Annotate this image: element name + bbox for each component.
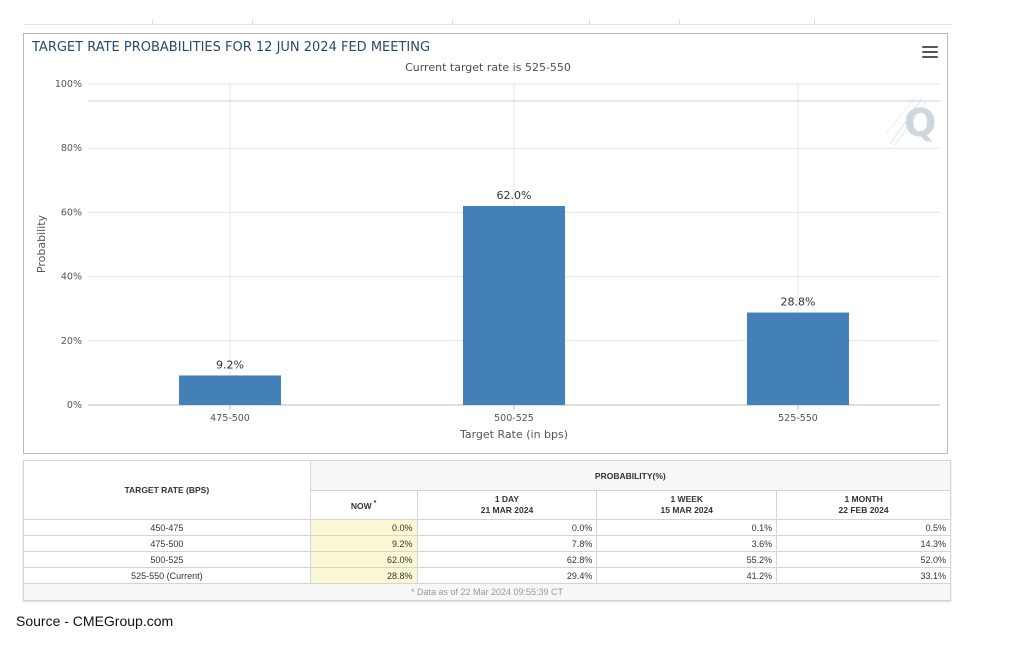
divider-tick	[452, 19, 453, 25]
chart-title: TARGET RATE PROBABILITIES FOR 12 JUN 202…	[31, 40, 430, 55]
table-row: 450-475 0.0% 0.0% 0.1% 0.5%	[23, 519, 951, 536]
probability-cell: 29.4%	[416, 567, 598, 584]
data-label: 28.8%	[781, 296, 816, 309]
bar-525-550	[747, 312, 849, 405]
column-header: 1 DAY 21 MAR 2024	[416, 490, 598, 520]
table-row: 500-525 62.0% 62.8% 55.2% 52.0%	[23, 551, 951, 568]
column-header: 1 WEEK 15 MAR 2024	[596, 490, 778, 520]
bar-475-500	[179, 375, 281, 405]
probability-chart: TARGET RATE PROBABILITIES FOR 12 JUN 202…	[31, 40, 940, 441]
hamburger-menu-icon[interactable]	[922, 46, 938, 60]
labels: 0% 20% 40% 60% 80% 100% 9.2% 475-500 62.0% 500-52…	[55, 79, 818, 424]
data-label: 62.0%	[497, 189, 532, 202]
table-row: 525-550 (Current) 28.8% 29.4% 41.2% 33.1%	[23, 567, 951, 584]
probability-cell: 41.2%	[596, 567, 778, 584]
probability-cell: 0.1%	[596, 519, 778, 536]
probability-cell: 52.0%	[776, 551, 951, 568]
probability-cell: 3.6%	[596, 535, 778, 552]
divider-tick	[814, 19, 815, 25]
y-axis-title: Probability	[35, 214, 48, 273]
probability-cell: 62.8%	[416, 551, 598, 568]
rate-cell: 450-475	[23, 519, 311, 536]
divider-tick	[679, 19, 680, 25]
y-tick-label: 40%	[61, 272, 82, 283]
probability-cell: 33.1%	[776, 567, 951, 584]
column-header: NOW *	[309, 490, 418, 520]
probability-cell: 0.0%	[416, 519, 598, 536]
group-header: PROBABILITY(%)	[309, 460, 952, 491]
x-tick-label: 525-550	[778, 413, 818, 424]
q-logo-watermark: Q	[885, 95, 936, 147]
y-tick-label: 100%	[55, 79, 82, 90]
probability-table: TARGET RATE (BPS) PROBABILITY(%) NOW * 1 …	[23, 460, 952, 601]
svg-text:Q: Q	[904, 101, 936, 145]
probability-cell: 0.5%	[776, 519, 951, 536]
x-tick-label: 475-500	[210, 413, 250, 424]
source-caption: Source - CMEGroup.com	[16, 613, 174, 629]
divider-tick	[152, 19, 153, 25]
y-tick-label: 0%	[67, 400, 82, 411]
table-footnote: * Data as of 22 Mar 2024 09:55:39 CT	[23, 583, 951, 601]
y-tick-label: 80%	[61, 143, 82, 154]
y-tick-label: 60%	[61, 207, 82, 218]
probability-cell: 28.8%	[309, 567, 418, 584]
probability-cell: 14.3%	[776, 535, 951, 552]
probability-cell: 9.2%	[309, 535, 418, 552]
column-header: 1 MONTH 22 FEB 2024	[776, 490, 951, 520]
divider-tick	[589, 19, 590, 25]
row-header: TARGET RATE (BPS)	[23, 460, 311, 520]
y-tick-label: 20%	[61, 336, 82, 347]
rate-cell: 525-550 (Current)	[23, 567, 311, 584]
probability-cell: 0.0%	[309, 519, 418, 536]
top-divider	[24, 19, 952, 30]
data-label: 9.2%	[216, 358, 244, 371]
probability-cell: 55.2%	[596, 551, 778, 568]
rate-cell: 500-525	[23, 551, 311, 568]
table-row: 475-500 9.2% 7.8% 3.6% 14.3%	[23, 535, 951, 552]
x-axis-title: Target Rate (in bps)	[459, 428, 568, 441]
probability-cell: 62.0%	[309, 551, 418, 568]
bars	[179, 205, 849, 405]
rate-cell: 475-500	[23, 535, 311, 552]
probability-cell: 7.8%	[416, 535, 598, 552]
x-tick-label: 500-525	[494, 413, 534, 424]
bar-500-525	[463, 205, 565, 405]
chart-subtitle: Current target rate is 525-550	[405, 61, 571, 74]
divider-tick	[252, 19, 253, 25]
chart-panel: TARGET RATE PROBABILITIES FOR 12 JUN 202…	[23, 33, 948, 454]
